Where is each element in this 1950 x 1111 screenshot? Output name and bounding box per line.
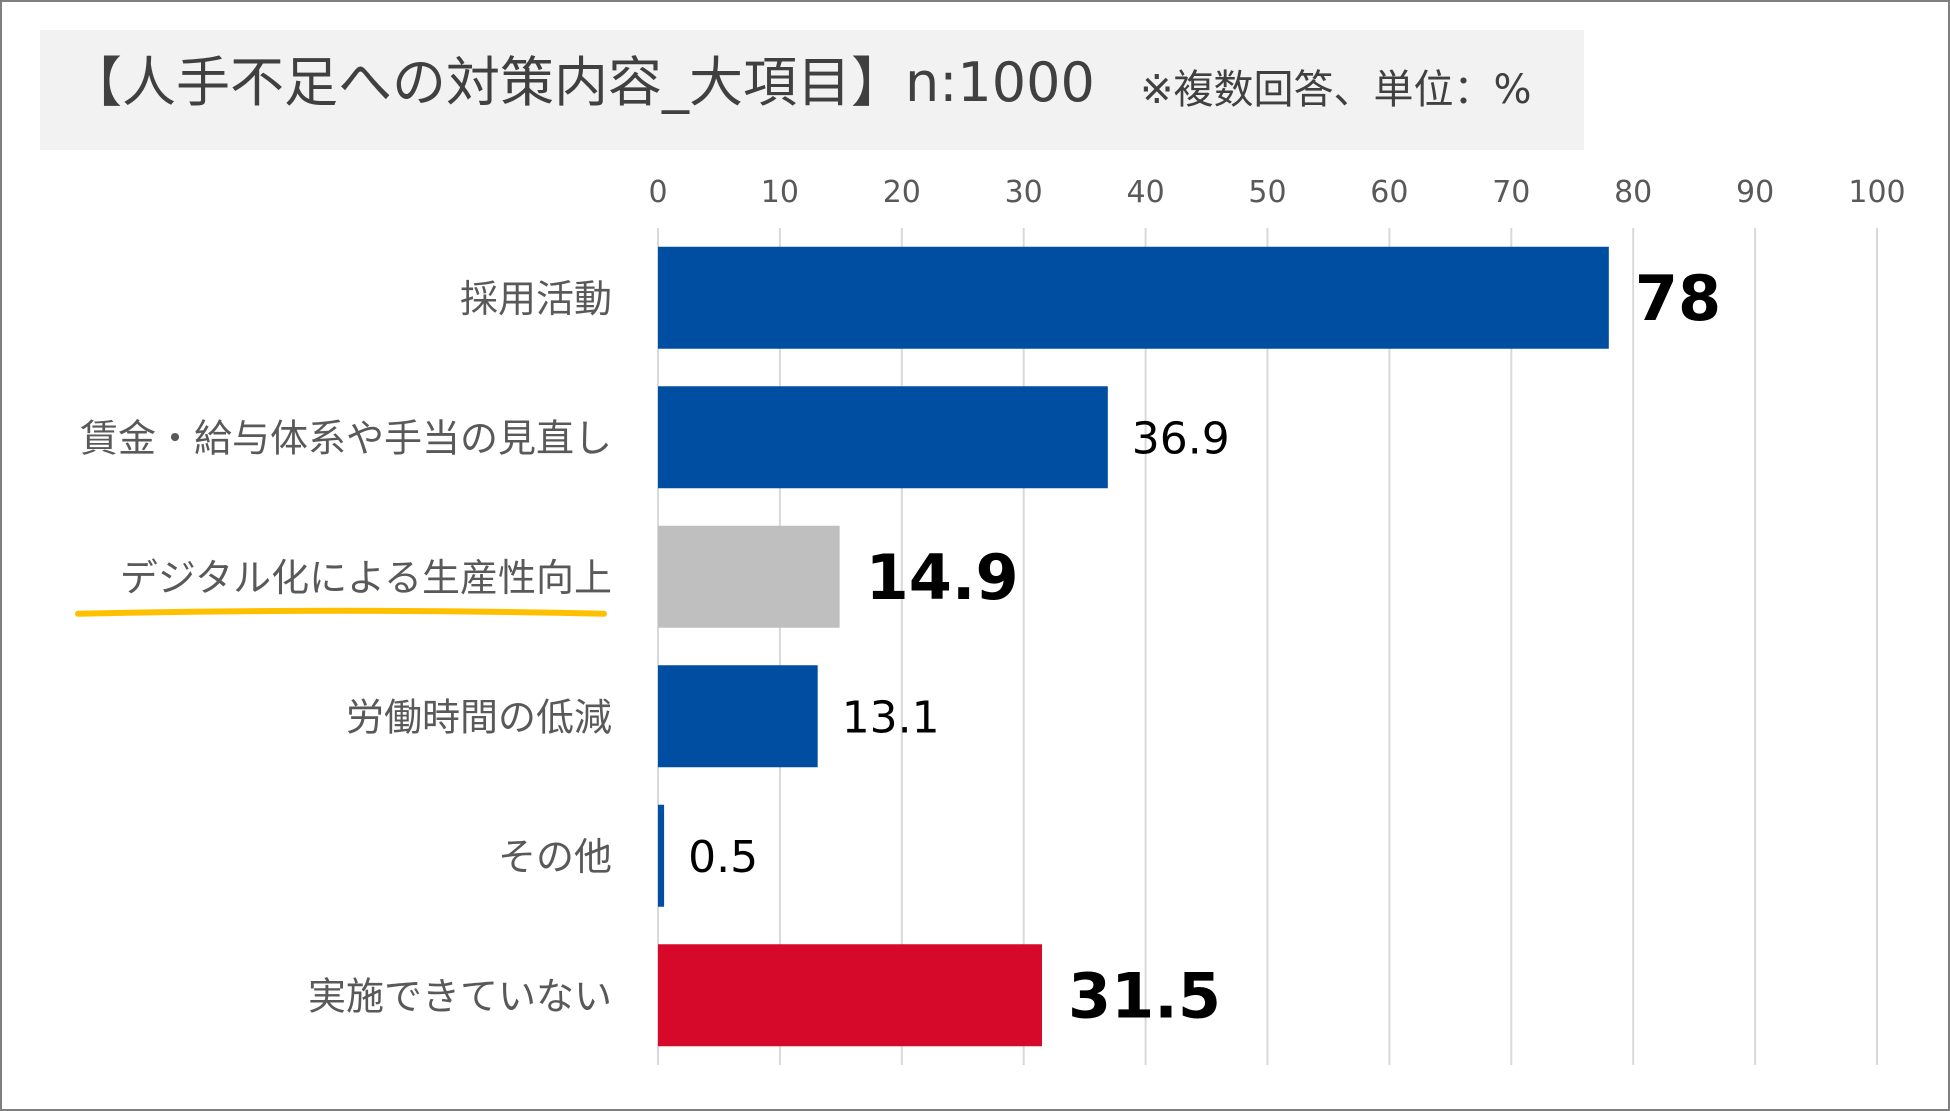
x-tick-label: 90	[1736, 175, 1774, 210]
value-labels: 78 36.9 14.9 13.1 0.5 31.5	[688, 262, 1721, 1033]
category-labels: 採用活動賃金・給与体系や手当の見直しデジタル化による生産性向上労働時間の低減その…	[75, 277, 612, 1018]
bar-0	[658, 246, 1609, 349]
value-label: 78	[1635, 262, 1721, 335]
x-tick-label: 70	[1492, 175, 1530, 210]
x-tick-label: 80	[1614, 175, 1652, 210]
bar-2	[658, 525, 840, 628]
bars	[658, 246, 1609, 1047]
x-tick-label: 60	[1370, 175, 1408, 210]
category-label: その他	[498, 835, 612, 879]
value-label: 13.1	[842, 692, 940, 743]
value-label: 31.5	[1068, 959, 1221, 1032]
x-tick-label: 50	[1248, 175, 1286, 210]
value-label: 14.9	[866, 541, 1019, 614]
x-tick-label: 20	[883, 175, 921, 210]
category-label: 実施できていない	[308, 974, 612, 1018]
x-tick-label: 40	[1127, 175, 1165, 210]
x-axis-ticks: 0 10 20 30 40 50 60 70 80 90 100	[648, 175, 1905, 210]
category-label: 採用活動	[460, 277, 612, 321]
x-tick-label: 10	[761, 175, 799, 210]
category-label: 労働時間の低減	[346, 695, 612, 739]
highlight-underline	[75, 607, 607, 617]
value-label: 0.5	[688, 832, 758, 883]
x-tick-label: 30	[1005, 175, 1043, 210]
chart-title: 【人手不足への対策内容_大項目】n:1000	[68, 51, 1095, 114]
chart-note: ※複数回答、単位：%	[1140, 67, 1532, 113]
bar-5	[658, 944, 1042, 1047]
x-tick-label: 0	[648, 175, 667, 210]
value-label: 36.9	[1132, 413, 1230, 464]
bar-1	[658, 386, 1108, 489]
grid-lines	[657, 228, 1878, 1065]
category-label: 賃金・給与体系や手当の見直し	[80, 416, 612, 460]
title-box: 【人手不足への対策内容_大項目】n:1000 ※複数回答、単位：%	[40, 30, 1584, 150]
bar-3	[658, 665, 818, 768]
category-label: デジタル化による生産性向上	[120, 556, 612, 600]
x-tick-label: 100	[1848, 175, 1905, 210]
bar-4	[658, 804, 665, 907]
